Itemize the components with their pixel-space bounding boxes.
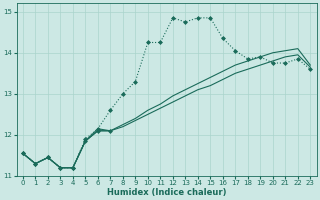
- X-axis label: Humidex (Indice chaleur): Humidex (Indice chaleur): [107, 188, 226, 197]
